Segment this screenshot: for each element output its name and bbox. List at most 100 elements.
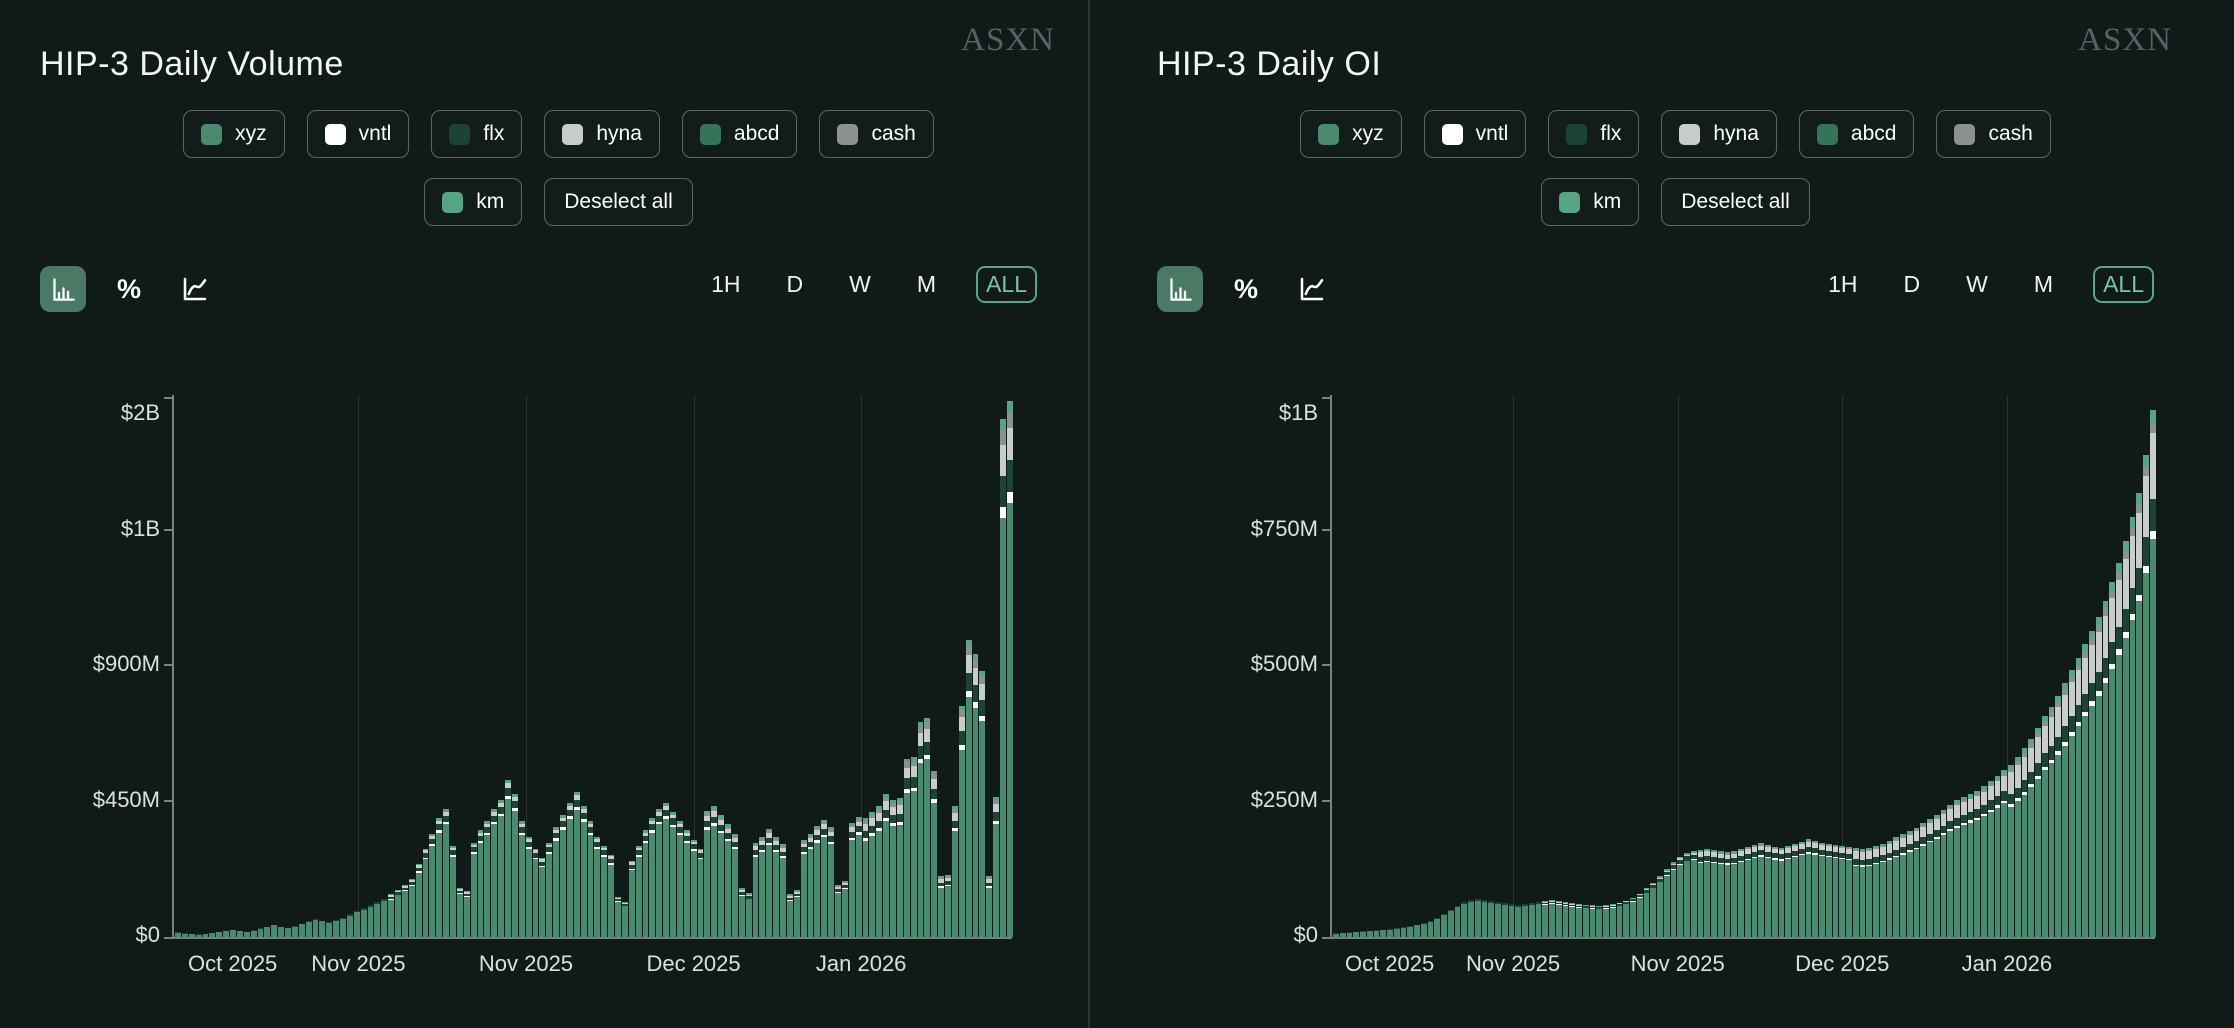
stacked-bar[interactable]	[793, 889, 800, 937]
stacked-bar[interactable]	[1731, 851, 1737, 937]
stacked-bar[interactable]	[890, 800, 896, 937]
stacked-bar[interactable]	[1549, 900, 1555, 937]
stacked-bar[interactable]	[443, 809, 449, 937]
stacked-bar[interactable]	[1846, 847, 1852, 937]
legend-toggle-vntl[interactable]: vntl	[306, 110, 410, 158]
bar-chart-icon[interactable]	[1157, 266, 1203, 312]
stacked-bar[interactable]	[1866, 848, 1872, 937]
stacked-bar[interactable]	[1940, 809, 1947, 937]
stacked-bar[interactable]	[1569, 903, 1575, 937]
stacked-bar[interactable]	[2008, 764, 2014, 937]
stacked-bar[interactable]	[1994, 775, 2001, 937]
stacked-bar[interactable]	[965, 640, 972, 937]
stacked-bar[interactable]	[615, 897, 621, 937]
range-d[interactable]: D	[1898, 267, 1927, 302]
stacked-bar[interactable]	[883, 793, 889, 937]
stacked-bar[interactable]	[491, 809, 498, 937]
range-1h[interactable]: 1H	[705, 267, 746, 302]
stacked-bar[interactable]	[353, 911, 360, 937]
stacked-bar[interactable]	[1353, 931, 1359, 937]
stacked-bar[interactable]	[1987, 780, 1994, 937]
stacked-bar[interactable]	[436, 818, 443, 937]
stacked-bar[interactable]	[807, 833, 814, 937]
range-m[interactable]: M	[911, 267, 942, 302]
stacked-bar[interactable]	[910, 757, 917, 937]
stacked-bar[interactable]	[1380, 929, 1386, 937]
stacked-bar[interactable]	[573, 792, 580, 937]
stacked-bar[interactable]	[951, 806, 958, 937]
stacked-bar[interactable]	[786, 894, 793, 937]
stacked-bar[interactable]	[1441, 914, 1447, 937]
stacked-bar[interactable]	[1852, 848, 1859, 937]
stacked-bar[interactable]	[828, 827, 834, 937]
stacked-bar[interactable]	[1798, 841, 1805, 937]
stacked-bar[interactable]	[1346, 932, 1353, 937]
stacked-bar[interactable]	[649, 818, 656, 937]
stacked-bar[interactable]	[1522, 904, 1528, 937]
legend-toggle-xyz[interactable]: xyz	[183, 110, 285, 158]
legend-toggle-cash[interactable]: cash	[819, 110, 934, 158]
range-1h[interactable]: 1H	[1822, 267, 1863, 302]
stacked-bar[interactable]	[484, 821, 491, 937]
stacked-bar[interactable]	[346, 914, 353, 937]
bar-chart-icon[interactable]	[40, 266, 86, 312]
stacked-bar[interactable]	[236, 930, 243, 937]
stacked-bar[interactable]	[2028, 738, 2034, 937]
stacked-bar[interactable]	[463, 891, 470, 937]
stacked-bar[interactable]	[2001, 770, 2007, 937]
stacked-bar[interactable]	[1873, 845, 1879, 937]
range-d[interactable]: D	[781, 267, 810, 302]
stacked-bar[interactable]	[704, 810, 711, 937]
stacked-bar[interactable]	[1535, 902, 1542, 937]
stacked-bar[interactable]	[2062, 683, 2068, 937]
stacked-bar[interactable]	[1765, 844, 1771, 937]
stacked-bar[interactable]	[2075, 657, 2082, 937]
stacked-bar[interactable]	[1684, 853, 1690, 937]
stacked-bar[interactable]	[1508, 904, 1515, 937]
stacked-bar[interactable]	[312, 918, 319, 937]
stacked-bar[interactable]	[876, 806, 883, 937]
stacked-bar[interactable]	[1407, 926, 1413, 937]
stacked-bar[interactable]	[374, 901, 381, 937]
stacked-bar[interactable]	[1603, 905, 1609, 937]
stacked-bar[interactable]	[869, 812, 876, 937]
stacked-bar[interactable]	[697, 848, 704, 937]
stacked-bar[interactable]	[608, 854, 614, 937]
stacked-bar[interactable]	[1414, 924, 1420, 937]
stacked-bar[interactable]	[1981, 786, 1987, 937]
stacked-bar[interactable]	[1006, 401, 1013, 937]
stacked-bar[interactable]	[2048, 706, 2055, 937]
stacked-bar[interactable]	[285, 927, 291, 937]
legend-toggle-hyna[interactable]: hyna	[1661, 110, 1777, 158]
stacked-bar[interactable]	[257, 928, 264, 937]
stacked-bar[interactable]	[2095, 617, 2102, 937]
stacked-bar[interactable]	[209, 932, 216, 937]
stacked-bar[interactable]	[821, 819, 828, 937]
stacked-bar[interactable]	[1960, 797, 1967, 937]
stacked-bar[interactable]	[1576, 904, 1582, 937]
stacked-bar[interactable]	[1623, 900, 1629, 937]
stacked-bar[interactable]	[326, 922, 333, 937]
stacked-bar[interactable]	[670, 812, 676, 937]
stacked-bar[interactable]	[518, 821, 525, 937]
stacked-bar[interactable]	[1663, 869, 1670, 937]
stacked-bar[interactable]	[1454, 905, 1461, 937]
stacked-bar[interactable]	[993, 796, 999, 937]
stacked-bar[interactable]	[429, 833, 436, 937]
stacked-bar[interactable]	[188, 933, 195, 937]
stacked-bar[interactable]	[1832, 844, 1839, 937]
stacked-bar[interactable]	[1468, 900, 1474, 937]
stacked-bar[interactable]	[2129, 517, 2136, 937]
stacked-bar[interactable]	[938, 876, 944, 937]
stacked-bar[interactable]	[2021, 748, 2028, 937]
legend-toggle-hyna[interactable]: hyna	[544, 110, 660, 158]
legend-toggle-abcd[interactable]: abcd	[681, 110, 798, 158]
stacked-bar[interactable]	[1427, 920, 1434, 937]
stacked-bar[interactable]	[855, 816, 862, 937]
deselect-all-button[interactable]: Deselect all	[1661, 178, 1810, 226]
stacked-bar[interactable]	[1758, 843, 1764, 937]
line-chart-icon[interactable]	[172, 266, 218, 312]
range-w[interactable]: W	[843, 267, 877, 302]
stacked-bar[interactable]	[780, 844, 786, 937]
stacked-bar[interactable]	[924, 717, 931, 937]
